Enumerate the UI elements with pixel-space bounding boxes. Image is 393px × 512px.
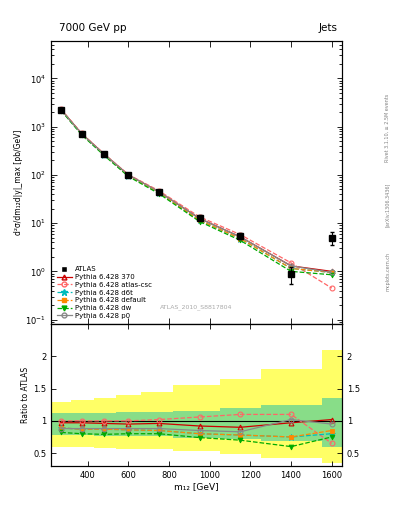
Y-axis label: d²σ/dm₁₂d|y|_max [pb/GeV]: d²σ/dm₁₂d|y|_max [pb/GeV] bbox=[14, 130, 23, 236]
Y-axis label: Ratio to ATLAS: Ratio to ATLAS bbox=[21, 367, 30, 423]
Text: [arXiv:1306.3436]: [arXiv:1306.3436] bbox=[385, 183, 390, 227]
Text: mcplots.cern.ch: mcplots.cern.ch bbox=[385, 252, 390, 291]
Text: ATLAS_2010_S8817804: ATLAS_2010_S8817804 bbox=[160, 305, 233, 310]
Text: 7000 GeV pp: 7000 GeV pp bbox=[59, 23, 127, 33]
Text: Rivet 3.1.10, ≥ 2.5M events: Rivet 3.1.10, ≥ 2.5M events bbox=[385, 94, 390, 162]
X-axis label: m₁₂ [GeV]: m₁₂ [GeV] bbox=[174, 482, 219, 492]
Text: Jets: Jets bbox=[319, 23, 338, 33]
Legend: ATLAS, Pythia 6.428 370, Pythia 6.428 atlas-csc, Pythia 6.428 d6t, Pythia 6.428 : ATLAS, Pythia 6.428 370, Pythia 6.428 at… bbox=[55, 264, 154, 321]
